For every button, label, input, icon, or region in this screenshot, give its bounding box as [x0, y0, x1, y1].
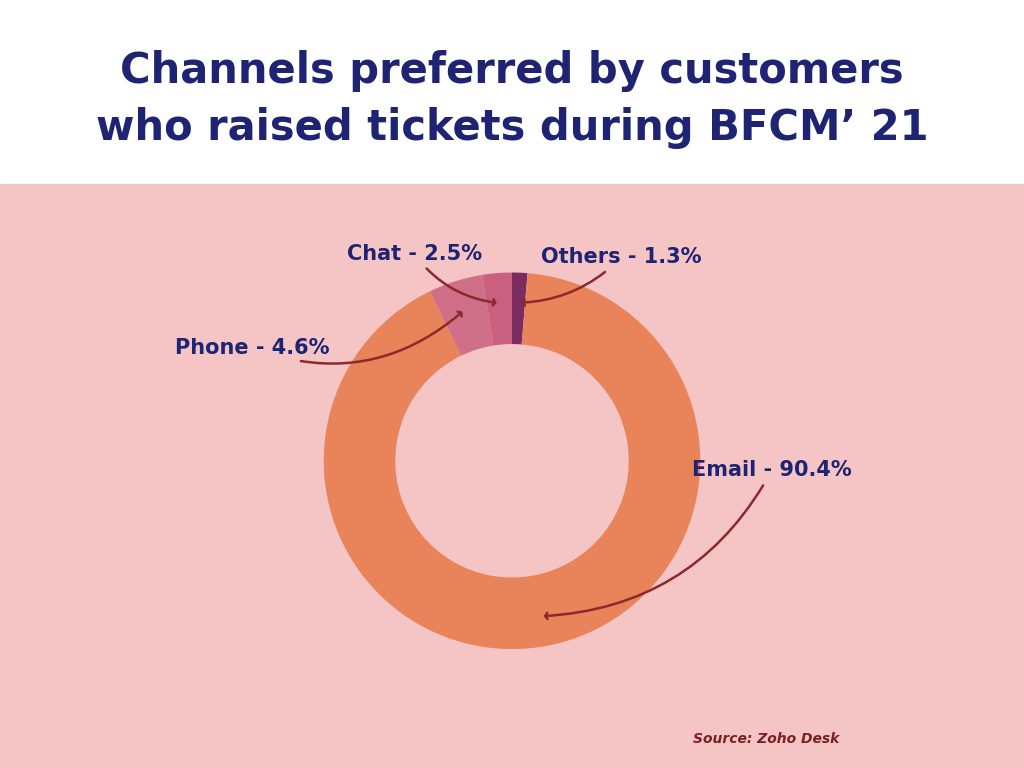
Text: Channels preferred by customers
who raised tickets during BFCM’ 21: Channels preferred by customers who rais… [95, 50, 929, 149]
Text: Phone - 4.6%: Phone - 4.6% [175, 312, 462, 363]
Text: Chat - 2.5%: Chat - 2.5% [346, 243, 496, 306]
Text: Source: Zoho Desk: Source: Zoho Desk [693, 733, 840, 746]
Wedge shape [482, 273, 512, 346]
Bar [0, 184, 1024, 768]
Text: Others - 1.3%: Others - 1.3% [523, 247, 701, 306]
Wedge shape [324, 273, 700, 649]
Wedge shape [512, 273, 527, 345]
Text: Email - 90.4%: Email - 90.4% [545, 460, 852, 619]
Wedge shape [430, 275, 494, 356]
